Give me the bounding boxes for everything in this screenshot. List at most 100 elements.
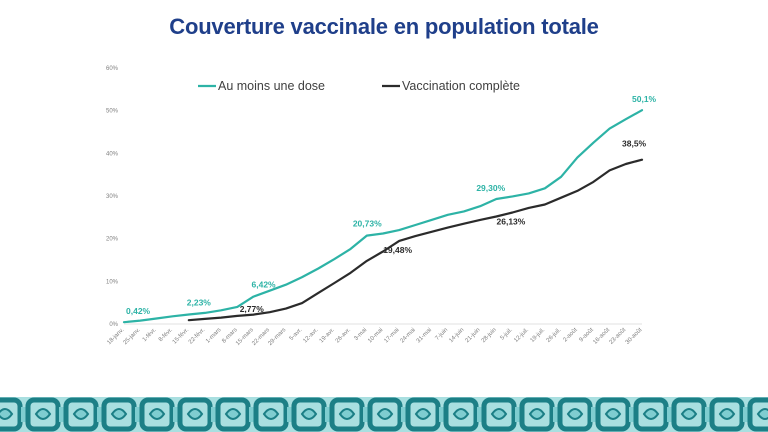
footer-motif-leaf: [376, 408, 394, 420]
footer-motif: [253, 397, 289, 432]
footer-motif: [557, 397, 593, 432]
footer-motif-leaf: [262, 408, 280, 420]
footer-motif-bar: [553, 407, 559, 422]
footer-motif-leaf: [452, 408, 470, 420]
footer-motif-leaf: [642, 408, 660, 420]
series-line-dose: [122, 109, 644, 324]
x-tick-label: 26-avr.: [335, 327, 352, 344]
data-label: 2,77%: [240, 304, 265, 314]
footer-motif: [215, 397, 251, 432]
x-tick-label: 24-mai: [400, 327, 417, 344]
footer-motif-leaf: [300, 408, 318, 420]
footer-motif-leaf: [680, 408, 698, 420]
footer-motif-leaf: [490, 408, 508, 420]
data-label: 29,30%: [476, 183, 505, 193]
footer-motif: [405, 397, 441, 432]
x-tick-label: 22-févr.: [188, 327, 207, 346]
footer-motif-bar: [591, 407, 597, 422]
footer-motif-bar: [439, 407, 445, 422]
footer-motif: [63, 397, 99, 432]
footer-motif: [139, 397, 175, 432]
line-chart: 0% 10% 20% 30% 40% 50% 60% 18-janv.25-janv. 1-f…: [106, 66, 657, 347]
data-label: 26,13%: [497, 217, 526, 227]
x-tick-label: 28-juin: [481, 327, 498, 344]
footer-motif-bar: [173, 407, 179, 422]
x-tick-label: 26-juil.: [546, 327, 563, 344]
footer-motif: [747, 397, 768, 432]
footer-motif-leaf: [604, 408, 622, 420]
x-tick-label: 5-juil.: [500, 327, 515, 342]
x-tick-label: 1-févr.: [142, 327, 158, 343]
x-tick-label: 19-avr.: [319, 327, 336, 344]
x-tick-label: 12-juil.: [513, 327, 530, 344]
footer-motif-bar: [249, 407, 255, 422]
x-tick-label: 1-mars: [205, 327, 222, 344]
footer-motif-bar: [477, 407, 483, 422]
footer-motif: [481, 397, 517, 432]
footer-motif: [177, 397, 213, 432]
data-label: 19,48%: [383, 245, 412, 255]
footer-motif-leaf: [0, 408, 14, 420]
footer-motif-bar: [59, 407, 65, 422]
y-tick-label: 50%: [106, 109, 119, 115]
footer-motif-leaf: [756, 408, 768, 420]
x-tick-label: 15-févr.: [172, 327, 191, 346]
y-tick-label: 40%: [106, 151, 119, 157]
footer-motif-bar: [667, 407, 673, 422]
y-tick-label: 60%: [106, 66, 119, 72]
x-tick-label: 19-juil.: [530, 327, 547, 344]
footer-motif-bar: [135, 407, 141, 422]
data-label: 50,1%: [632, 94, 657, 104]
y-tick-label: 20%: [106, 237, 119, 243]
y-tick-label: 10%: [106, 279, 119, 285]
y-tick-label: 30%: [106, 194, 119, 200]
footer-motif-bar: [743, 407, 749, 422]
footer-motif: [25, 397, 61, 432]
x-tick-label: 30-août: [625, 327, 644, 346]
footer-motif-leaf: [110, 408, 128, 420]
decorative-footer-pattern: [0, 397, 768, 432]
footer-motif-bar: [401, 407, 407, 422]
footer-motif: [671, 397, 707, 432]
x-tick-label: 12-avr.: [302, 327, 319, 344]
chart-title: Couverture vaccinale en population total…: [169, 14, 599, 39]
footer-motif-leaf: [718, 408, 736, 420]
x-tick-label: 29-mars: [267, 327, 287, 347]
footer-motif-bar: [629, 407, 635, 422]
footer-motif-leaf: [72, 408, 90, 420]
footer-motif-leaf: [34, 408, 52, 420]
data-label: 38,5%: [622, 139, 647, 149]
footer-motif: [633, 397, 669, 432]
footer-motif: [519, 397, 555, 432]
legend-label: Vaccination complète: [402, 79, 520, 93]
x-tick-label: 10-mai: [367, 327, 384, 344]
footer-motif: [443, 397, 479, 432]
footer-motif-bar: [515, 407, 521, 422]
footer-motif-leaf: [186, 408, 204, 420]
footer-motif: [709, 397, 745, 432]
footer-motif: [367, 397, 403, 432]
x-tick-label: 7-juin: [435, 327, 450, 342]
footer-motif-bar: [21, 407, 27, 422]
legend-label: Au moins une dose: [218, 79, 325, 93]
footer-motif-leaf: [414, 408, 432, 420]
footer-motif-bar: [211, 407, 217, 422]
footer-motif-bar: [363, 407, 369, 422]
annotations-layer: 0,42% 2,23% 6,42% 20,73% 29,30% 50,1% 2,77% 19,…: [126, 94, 657, 316]
footer-motif: [291, 397, 327, 432]
footer-motif: [329, 397, 365, 432]
footer-motif-bar: [287, 407, 293, 422]
footer-motif-leaf: [528, 408, 546, 420]
x-axis: 18-janv.25-janv. 1-févr. 8-févr.15-févr.22…: [106, 323, 644, 347]
data-label: 6,42%: [252, 280, 277, 290]
footer-motif-leaf: [224, 408, 242, 420]
x-tick-label: 3-mai: [353, 327, 368, 342]
footer-motif-leaf: [148, 408, 166, 420]
footer-motif-leaf: [566, 408, 584, 420]
footer-motif: [0, 397, 23, 432]
footer-motif-leaf: [338, 408, 356, 420]
x-tick-label: 2-août: [562, 327, 579, 344]
x-tick-label: 25-janv.: [123, 327, 142, 346]
x-tick-label: 23-août: [609, 327, 628, 346]
footer-motif-bar: [97, 407, 103, 422]
